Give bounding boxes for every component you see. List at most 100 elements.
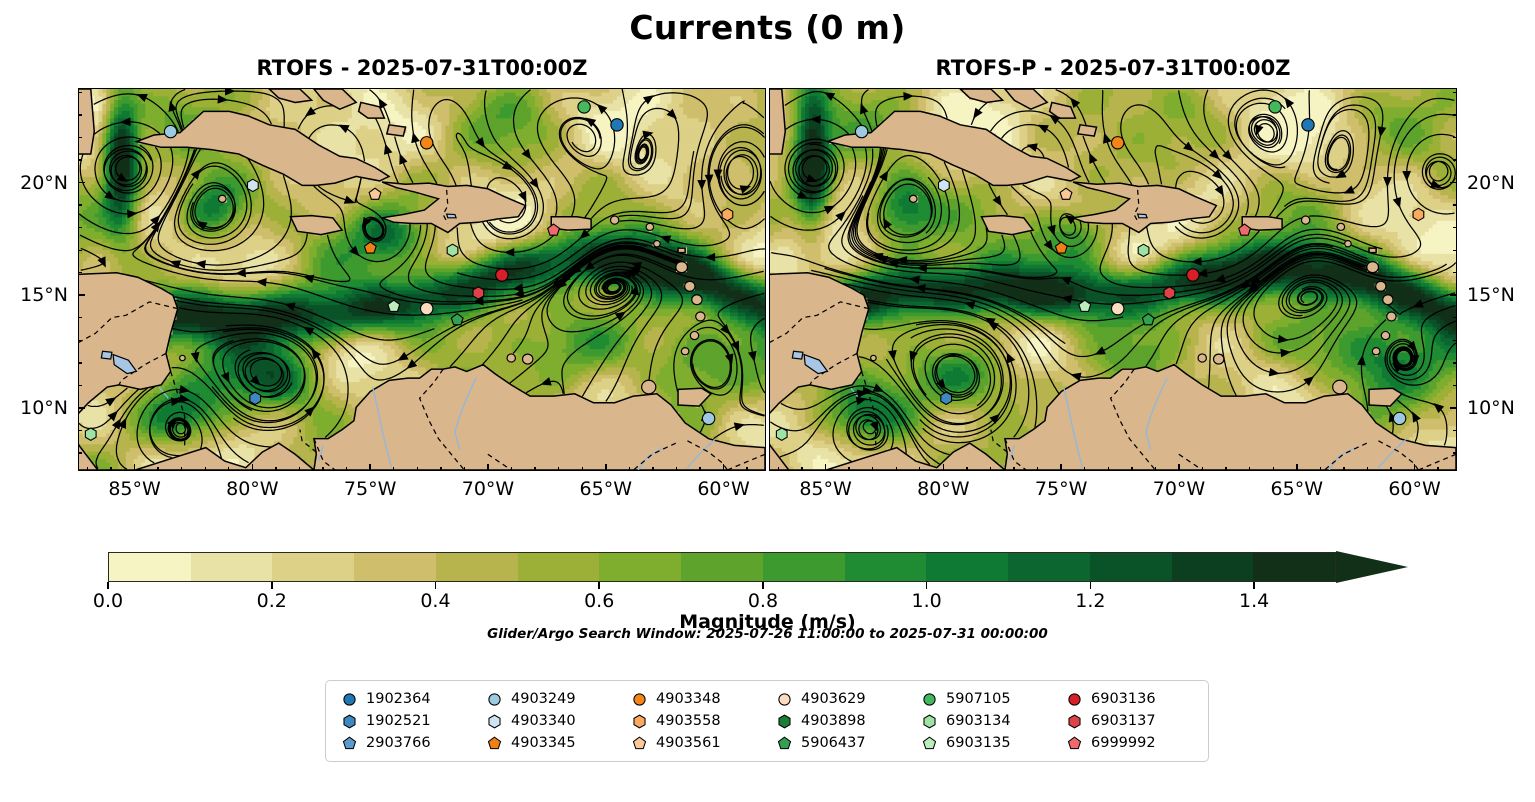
colorbar	[108, 550, 1408, 583]
legend-item-6903136[interactable]: 6903136	[1057, 691, 1202, 707]
legend-item-5906437[interactable]: 5906437	[767, 735, 912, 751]
map-panel-rtofs-p[interactable]	[769, 88, 1457, 471]
map-panel-rtofs[interactable]	[78, 88, 766, 471]
streamline-arrow	[642, 130, 654, 140]
platform-marker-6903135[interactable]	[387, 299, 401, 312]
platform-legend[interactable]: 1902364 4903249 4903348 4903629 5907105 69031…	[325, 680, 1209, 762]
x-axis-major-tick	[824, 464, 827, 471]
current-magnitude-field-left	[79, 89, 765, 470]
platform-marker-5907105[interactable]	[577, 100, 591, 114]
streamline-arrow	[399, 153, 408, 165]
platform-marker-6903136[interactable]	[1186, 268, 1200, 282]
platform-marker-4903340[interactable]	[937, 178, 950, 193]
streamline-arrow	[987, 321, 999, 331]
streamline-arrow	[120, 117, 131, 127]
streamline-arrow	[908, 275, 920, 285]
legend-item-2903766[interactable]: 2903766	[332, 735, 477, 751]
colorbar-segment-11	[1008, 553, 1090, 581]
colorbar-segment-10	[926, 553, 1009, 581]
legend-item-4903558[interactable]: 4903558	[622, 713, 767, 729]
streamline-arrow	[1094, 346, 1106, 355]
platform-marker-4903345[interactable]	[1054, 241, 1068, 254]
platform-marker-6999992[interactable]	[1238, 223, 1252, 236]
y-axis-major-tick	[78, 294, 85, 297]
platform-marker-6903135[interactable]	[1078, 299, 1092, 312]
streamline-arrow	[166, 417, 177, 429]
legend-item-4903629[interactable]: 4903629	[767, 691, 912, 707]
legend-item-1902521[interactable]: 1902521	[332, 713, 477, 729]
x-axis-major-tick	[1295, 464, 1298, 471]
platform-marker-4903558[interactable]	[721, 207, 734, 222]
river	[454, 377, 477, 450]
legend-label: 2903766	[366, 735, 431, 751]
streamline-arrow	[1191, 257, 1202, 266]
colorbar-segment-12	[1089, 553, 1172, 581]
legend-label: 4903340	[511, 713, 576, 729]
x-axis-minor-tick	[322, 467, 324, 471]
landmass-trinidad	[677, 387, 713, 407]
legend-item-4903348[interactable]: 4903348	[622, 691, 767, 707]
platform-marker-6903137[interactable]	[1163, 286, 1176, 300]
x-axis-minor-tick	[557, 467, 560, 471]
y-axis-minor-tick	[78, 339, 82, 342]
legend-item-4903340[interactable]: 4903340	[477, 713, 622, 729]
platform-marker-1902364[interactable]	[610, 118, 624, 132]
streamline-arrow	[521, 148, 532, 160]
border-line	[1133, 189, 1140, 224]
platform-marker-4903249[interactable]	[854, 124, 869, 139]
streamline-arrow	[1268, 367, 1280, 377]
platform-marker-4903249[interactable]	[701, 411, 716, 426]
platform-marker-1902364[interactable]	[1301, 118, 1315, 132]
legend-item-4903249[interactable]: 4903249	[477, 691, 622, 707]
platform-marker-5906437[interactable]	[450, 312, 464, 326]
platform-marker-4903348[interactable]	[1110, 136, 1125, 150]
streamline-arrow	[179, 394, 190, 403]
platform-marker-5907105[interactable]	[1268, 100, 1282, 114]
streamline-arrow	[105, 397, 117, 407]
legend-item-1902364[interactable]: 1902364	[332, 691, 477, 707]
legend-item-6903137[interactable]: 6903137	[1057, 713, 1202, 729]
platform-marker-6903134[interactable]	[1137, 243, 1150, 258]
platform-marker-4903561[interactable]	[368, 187, 382, 200]
platform-marker-6903134[interactable]	[446, 243, 459, 258]
platform-marker-4903629[interactable]	[419, 301, 434, 316]
x-axis-minor-tick	[581, 467, 583, 471]
platform-marker-4903558[interactable]	[1412, 207, 1425, 222]
border-line	[687, 440, 728, 470]
platform-markers[interactable]	[84, 100, 734, 441]
legend-item-4903561[interactable]: 4903561	[622, 735, 767, 751]
platform-markers[interactable]	[775, 100, 1425, 441]
platform-marker-6903134[interactable]	[84, 427, 97, 441]
platform-marker-4903629[interactable]	[1110, 301, 1125, 316]
streamline-arrow	[1407, 340, 1418, 352]
platform-marker-5906437[interactable]	[1141, 312, 1155, 326]
platform-marker-6999992[interactable]	[547, 223, 561, 236]
legend-item-6903134[interactable]: 6903134	[912, 713, 1057, 729]
y-axis-major-tick	[1450, 407, 1457, 409]
platform-marker-4903348[interactable]	[419, 136, 434, 150]
legend-item-4903898[interactable]: 4903898	[767, 713, 912, 729]
platform-marker-4903249[interactable]	[163, 124, 178, 139]
platform-marker-6903136[interactable]	[495, 268, 509, 282]
streamline-arrow	[255, 278, 267, 287]
y-axis-minor-tick	[78, 384, 82, 387]
platform-marker-1902521[interactable]	[940, 391, 953, 406]
legend-item-4903345[interactable]: 4903345	[477, 735, 622, 751]
platform-marker-1902521[interactable]	[249, 391, 262, 406]
platform-marker-6903134[interactable]	[775, 427, 788, 441]
platform-marker-4903249[interactable]	[1392, 411, 1407, 426]
legend-item-5907105[interactable]: 5907105	[912, 691, 1057, 707]
y-axis-major-tick	[78, 181, 85, 184]
y-axis-minor-tick	[78, 159, 82, 161]
legend-item-6999992[interactable]: 6999992	[1057, 735, 1202, 751]
streamline-arrow	[284, 302, 296, 312]
y-axis-major-tick	[1450, 181, 1457, 184]
x-axis-minor-tick	[1366, 467, 1369, 471]
platform-marker-4903340[interactable]	[246, 178, 259, 193]
legend-item-6903135[interactable]: 6903135	[912, 735, 1057, 751]
platform-marker-4903561[interactable]	[1059, 187, 1073, 200]
platform-marker-6903137[interactable]	[472, 286, 485, 300]
platform-marker-4903345[interactable]	[363, 241, 377, 254]
streamline-arrow	[304, 406, 315, 417]
streamline-arrow	[1103, 132, 1112, 144]
